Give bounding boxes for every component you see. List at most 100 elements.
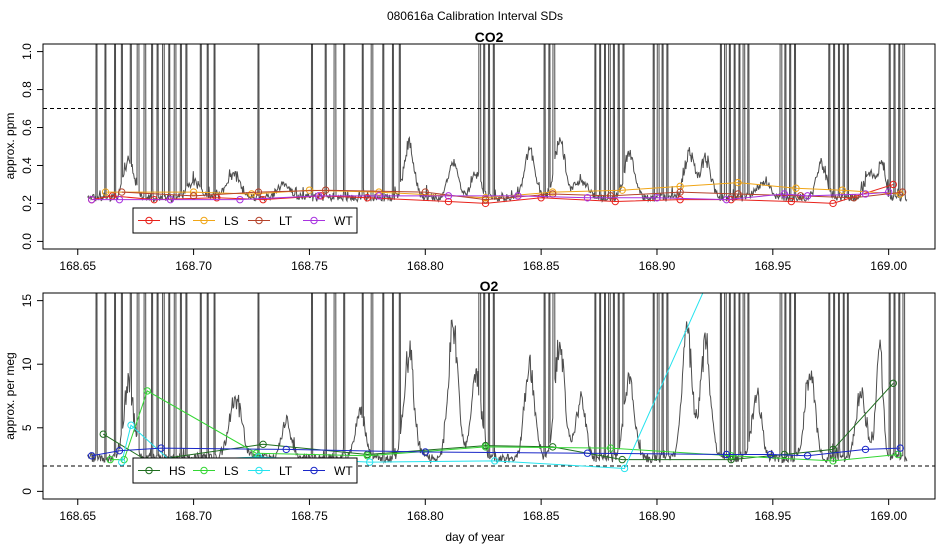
o2-wt-point xyxy=(282,445,290,454)
o2-wt-point xyxy=(115,446,124,455)
co2-y-tick-label: 0.6 xyxy=(20,119,34,136)
co2-legend-lt-label: LT xyxy=(279,214,293,228)
co2-wt-series-line xyxy=(91,191,889,201)
o2-hs-point xyxy=(618,455,626,464)
co2-legend-wt-label: WT xyxy=(334,214,353,228)
o2-legend-lt-label: LT xyxy=(279,464,293,478)
o2-hs-point xyxy=(727,455,735,464)
co2-ls-point xyxy=(247,190,256,198)
co2-ls-point xyxy=(481,194,490,202)
o2-wt-series-line xyxy=(91,447,901,457)
co2-legend-wt-swatch-point xyxy=(310,216,318,225)
co2-plot-frame xyxy=(42,43,936,250)
co2-x-tick-label: 168.75 xyxy=(291,259,328,273)
co2-ls-point xyxy=(896,190,904,198)
o2-ls-point xyxy=(829,457,837,465)
co2-wt-point xyxy=(884,188,893,196)
o2-legend-hs-label: HS xyxy=(169,464,186,478)
o2-lt-point xyxy=(127,421,135,429)
o2-legend-lt-swatch-point xyxy=(255,466,263,475)
co2-x-tick-label: 168.85 xyxy=(523,259,560,273)
co2-lt-point xyxy=(189,192,198,200)
co2-lt-point xyxy=(606,192,615,200)
o2-wt-point xyxy=(583,449,592,457)
o2-plot-frame xyxy=(42,292,936,500)
co2-y-tick-label: 0.0 xyxy=(20,233,34,250)
co2-wt-point xyxy=(166,195,175,204)
co2-trace-line xyxy=(87,44,908,203)
co2-y-tick-label: 1.0 xyxy=(20,43,34,60)
o2-ls-point xyxy=(727,452,735,460)
o2-ls-point xyxy=(252,449,260,457)
o2-x-tick-label: 168.75 xyxy=(291,509,328,523)
co2-ls-point xyxy=(189,188,198,196)
o2-wt-point xyxy=(766,450,775,459)
co2-hs-point xyxy=(829,199,837,208)
o2-lt-point xyxy=(365,458,374,466)
co2-wt-point xyxy=(583,194,592,202)
o2-ls-series-line xyxy=(110,390,898,462)
co2-legend-box xyxy=(132,207,358,234)
o2-wt-point xyxy=(87,452,96,460)
o2-hs-series-line xyxy=(102,382,894,462)
co2-wt-point xyxy=(315,192,323,200)
o2-y-tick-label: 10 xyxy=(20,357,34,371)
co2-legend-lt-swatch-point xyxy=(255,216,263,225)
x-axis-label: day of year xyxy=(445,530,504,544)
o2-lt-point xyxy=(620,464,629,473)
co2-hs-series-line xyxy=(91,184,894,204)
co2-legend-hs-swatch-point xyxy=(145,216,153,225)
co2-wt-point xyxy=(87,195,96,204)
o2-x-tick-label: 168.80 xyxy=(407,509,444,523)
o2-wt-point xyxy=(896,444,904,452)
co2-x-tick-label: 168.70 xyxy=(175,259,212,273)
co2-x-tick-label: 168.95 xyxy=(754,259,791,273)
co2-wt-point xyxy=(722,195,731,204)
co2-y-tick-label: 0.8 xyxy=(20,81,34,98)
co2-hs-point xyxy=(611,197,619,206)
o2-wt-point xyxy=(722,450,731,459)
co2-ls-point xyxy=(549,188,557,196)
co2-lt-point xyxy=(118,188,126,196)
co2-ls-point xyxy=(375,188,383,196)
o2-x-tick-label: 168.90 xyxy=(639,509,676,523)
o2-wt-point xyxy=(861,445,870,454)
co2-wt-point xyxy=(115,195,124,204)
co2-lt-series-line xyxy=(121,189,903,201)
co2-wt-point xyxy=(514,192,522,200)
o2-wt-point xyxy=(803,452,812,460)
co2-legend-ls-swatch-point xyxy=(200,216,208,225)
o2-x-tick-label: 169.00 xyxy=(870,509,907,523)
co2-lt-point xyxy=(481,195,490,204)
co2-wt-point xyxy=(780,190,789,198)
o2-ls-point xyxy=(120,455,128,464)
o2-ls-point xyxy=(106,455,114,464)
co2-wt-point xyxy=(653,194,661,202)
co2-hs-point xyxy=(481,199,490,208)
o2-hs-point xyxy=(549,443,557,451)
o2-hs-point xyxy=(889,379,897,387)
co2-wt-point xyxy=(375,192,383,200)
co2-hs-point xyxy=(108,192,117,200)
co2-x-tick-label: 168.80 xyxy=(407,259,444,273)
co2-wt-point xyxy=(236,195,244,204)
o2-y-axis-label: approx. per meg xyxy=(3,352,17,439)
o2-legend-wt-swatch-point xyxy=(310,466,318,475)
co2-wt-point xyxy=(861,190,870,198)
co2-panel: CO2 approx. ppm 0.0 0.2 0.4 0.6 0.8 1.0 168.65… xyxy=(3,29,936,273)
co2-legend-hs-label: HS xyxy=(169,214,186,228)
co2-ls-point xyxy=(792,184,800,192)
co2-ls-point xyxy=(676,182,684,191)
o2-hs-point xyxy=(99,430,107,438)
co2-hs-point xyxy=(259,195,267,204)
co2-ls-point xyxy=(734,178,742,187)
co2-lt-point xyxy=(676,188,684,196)
co2-hs-point xyxy=(444,197,453,206)
co2-hs-point xyxy=(676,195,684,204)
co2-legend: HS LS LT WT xyxy=(132,207,358,234)
co2-ls-series-line xyxy=(105,182,901,199)
co2-hs-point xyxy=(787,197,796,206)
o2-wt-point xyxy=(157,444,165,452)
o2-legend: HS LS LT WT xyxy=(132,457,358,484)
o2-ls-point xyxy=(143,387,151,395)
